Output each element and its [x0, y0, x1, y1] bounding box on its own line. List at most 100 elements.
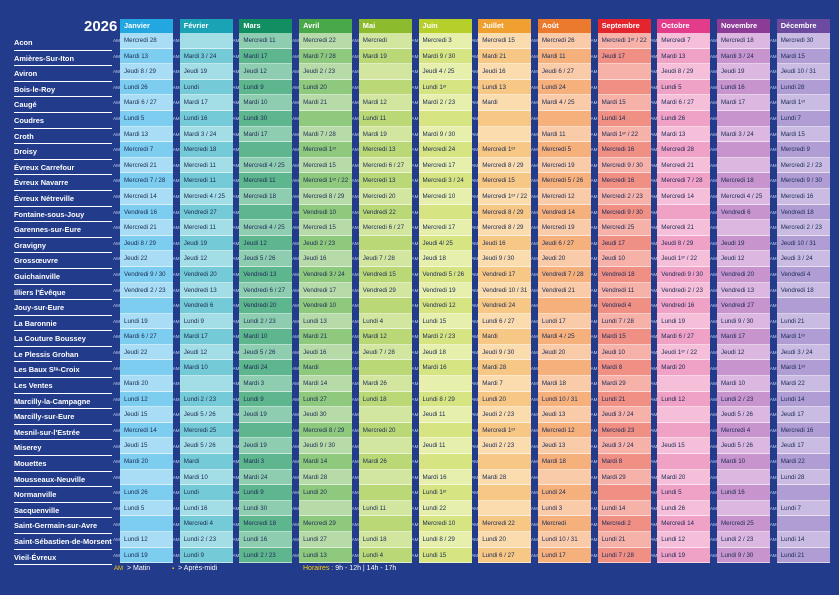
- collection-date-cell: Vendredi 9 / 30: [657, 266, 711, 283]
- collection-date-cell: Jeudi 17: [776, 407, 830, 423]
- collection-date-cell: Mercredi 2 / 23: [776, 220, 830, 236]
- collection-date-cell: Vendredi 10: [299, 298, 353, 314]
- collection-date-cell: Mercredi 8 / 29: [478, 204, 532, 221]
- collection-date-cell: Mardi 2 / 23: [418, 95, 472, 111]
- am-marker-icon: AM: [411, 162, 419, 168]
- am-marker-icon: AM: [471, 209, 479, 215]
- month-header: Mars: [239, 19, 293, 33]
- am-marker-icon: AM: [292, 225, 299, 231]
- collection-date-cell: Mardi 20: [120, 454, 173, 470]
- am-marker-icon: AM: [232, 162, 240, 168]
- am-marker-icon: AM: [292, 209, 299, 215]
- collection-date-cell: Mardi 3: [239, 376, 293, 392]
- am-marker-icon: AM: [530, 84, 538, 90]
- collection-date-cell: Lundi 8 / 29: [418, 532, 472, 548]
- collection-date-cell: Vendredi 16: [657, 298, 711, 314]
- am-marker-icon: AM: [411, 443, 419, 449]
- am-marker-icon: AM: [292, 303, 299, 309]
- am-marker-icon: AM: [113, 178, 120, 184]
- collection-date-cell: [239, 204, 293, 221]
- collection-date-cell: [239, 142, 293, 158]
- am-marker-icon: AM: [172, 474, 180, 480]
- am-marker-icon: AM: [232, 287, 240, 293]
- am-marker-icon: AM: [351, 162, 359, 168]
- collection-date-cell: Mercredi 14: [657, 516, 711, 532]
- collection-date-cell: Mardi 3 / 24: [179, 48, 233, 65]
- month-column: Janvier Mercredi 28 Mardi 13 Jeudi 8 / 29 Lu…: [113, 19, 173, 564]
- am-marker-icon: AM: [172, 69, 180, 75]
- collection-date-cell: Lundi 2 / 23: [717, 532, 770, 548]
- am-marker-icon: AM: [471, 474, 479, 480]
- am-marker-icon: AM: [650, 428, 658, 433]
- am-marker-icon: AM: [411, 287, 419, 293]
- collection-date-cell: Lundi 10 / 31: [537, 391, 591, 408]
- collection-date-cell: Lundi 30: [239, 110, 293, 127]
- am-marker-icon: AM: [292, 443, 299, 449]
- month-column: Avril Mercredi 22 Mardi 7 / 28 Jeudi 2 / 23…: [292, 19, 353, 564]
- am-marker-icon: AM: [769, 69, 777, 75]
- commune-name: Les Baux Sᵗᵉ-Croix: [14, 362, 112, 379]
- collection-date-cell: Mardi 21: [299, 329, 353, 345]
- collection-date-cell: Lundi 14: [597, 110, 651, 127]
- am-marker-icon: AM: [232, 552, 240, 558]
- collection-date-cell: Mercredi 11: [239, 173, 293, 189]
- collection-date-cell: Lundi 21: [776, 547, 830, 564]
- collection-date-cell: Jeudi 1ᵉʳ / 22: [657, 344, 711, 361]
- year-title: 2026: [84, 18, 118, 35]
- commune-name: Marcilly-sur-Eure: [14, 409, 112, 425]
- month-header: Août: [537, 19, 591, 33]
- am-marker-icon: AM: [411, 240, 419, 246]
- collection-date-cell: Mercredi 3: [418, 33, 472, 49]
- am-marker-icon: AM: [530, 552, 538, 558]
- collection-date-cell: Mercredi 4 / 25: [239, 157, 293, 174]
- collection-date-cell: Jeudi 4 / 25: [418, 64, 472, 80]
- collection-date-cell: Mercredi 1ᵉʳ / 22: [597, 33, 651, 49]
- am-marker-icon: AM: [232, 53, 240, 59]
- collection-date-cell: Jeudi 3 / 24: [597, 407, 651, 423]
- collection-date-cell: Lundi 22: [418, 500, 472, 517]
- commune-name: Grossœuvre: [14, 253, 112, 269]
- collection-date-cell: [358, 469, 412, 486]
- month-header: Février: [179, 19, 233, 33]
- am-marker-icon: AM: [590, 396, 598, 402]
- am-marker-icon: AM: [650, 100, 658, 106]
- collection-date-cell: Mardi 10: [179, 360, 233, 377]
- am-marker-icon: AM: [232, 240, 240, 246]
- am-marker-icon: AM: [351, 459, 359, 465]
- collection-date-cell: Mardi 29: [597, 376, 651, 392]
- collection-date-cell: Lundi 7: [776, 500, 830, 517]
- am-marker-icon: AM: [471, 272, 479, 277]
- collection-date-cell: Mardi 11: [537, 126, 591, 143]
- am-marker-icon: AM: [113, 381, 120, 387]
- am-marker-icon: AM: [530, 131, 538, 137]
- collection-date-cell: Mardi 3 / 24: [179, 126, 233, 143]
- collection-date-cell: Jeudi 12: [717, 344, 770, 361]
- collection-date-cell: [717, 500, 770, 517]
- collection-date-cell: [239, 422, 293, 439]
- commune-name: Croth: [14, 129, 112, 145]
- collection-date-cell: Jeudi 5 / 26: [179, 438, 233, 455]
- am-marker-icon: AM: [650, 240, 658, 246]
- am-marker-icon: AM: [113, 100, 120, 106]
- am-marker-icon: AM: [411, 350, 419, 355]
- am-marker-icon: AM: [530, 537, 538, 543]
- collection-date-cell: Lundi 19: [120, 313, 173, 330]
- am-marker-icon: AM: [471, 521, 479, 527]
- collection-date-cell: Vendredi 20: [239, 298, 293, 314]
- collection-date-cell: Jeudi 13: [537, 407, 591, 423]
- collection-date-cell: Jeudi 11: [418, 407, 472, 423]
- am-marker-icon: AM: [769, 521, 777, 527]
- month-column: Mars Mercredi 11 Mardi 17 Jeudi 12 Lundi 9 Ma…: [232, 19, 293, 564]
- am-marker-icon: AM: [232, 272, 240, 277]
- am-marker-icon: AM: [351, 287, 359, 293]
- am-marker-icon: AM: [710, 506, 717, 511]
- collection-date-cell: Mardi: [478, 95, 532, 111]
- collection-date-cell: [597, 485, 651, 501]
- collection-date-cell: Mardi 17: [717, 95, 770, 111]
- am-marker-icon: AM: [351, 194, 359, 199]
- collection-date-cell: Lundi 27: [299, 391, 353, 408]
- collection-date-cell: Mardi 14: [299, 454, 353, 470]
- collection-date-cell: Mardi: [179, 454, 233, 470]
- am-marker-icon: AM: [411, 84, 419, 90]
- collection-date-cell: Jeudi 17: [776, 438, 830, 455]
